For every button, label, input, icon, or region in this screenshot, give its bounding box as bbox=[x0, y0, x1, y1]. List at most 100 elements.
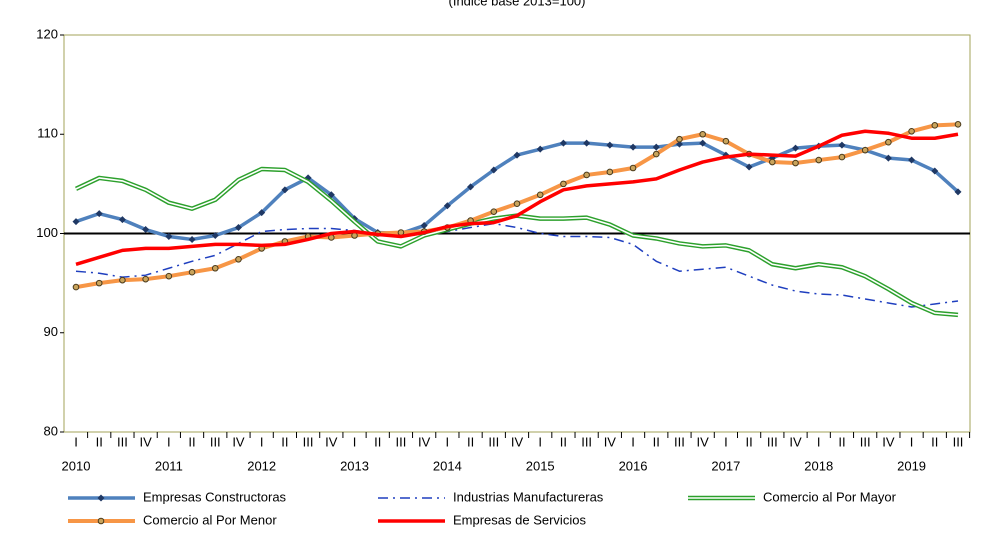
y-tick-label: 80 bbox=[44, 423, 58, 438]
year-label: 2012 bbox=[247, 458, 276, 473]
series-marker bbox=[583, 139, 591, 147]
series-marker bbox=[652, 143, 660, 151]
year-label: 2010 bbox=[62, 458, 91, 473]
x-tick-label: I bbox=[724, 434, 728, 449]
y-tick-label: 100 bbox=[36, 225, 58, 240]
series-marker bbox=[931, 167, 939, 175]
x-tick-label: IV bbox=[511, 434, 524, 449]
series-marker bbox=[72, 218, 80, 226]
legend-marker bbox=[97, 517, 105, 525]
series-marker bbox=[281, 186, 289, 194]
series-marker bbox=[583, 171, 590, 179]
series-marker bbox=[606, 141, 614, 149]
series-marker bbox=[606, 168, 614, 176]
y-tick-label: 90 bbox=[44, 324, 58, 339]
series-marker bbox=[188, 268, 196, 276]
series-marker bbox=[559, 139, 567, 147]
x-tick-label: II bbox=[374, 434, 381, 449]
series-marker bbox=[119, 276, 126, 284]
series-marker bbox=[490, 166, 498, 174]
x-tick-label: II bbox=[653, 434, 660, 449]
y-tick-label: 120 bbox=[36, 26, 58, 41]
year-label: 2014 bbox=[433, 458, 462, 473]
series-marker bbox=[165, 232, 173, 240]
x-tick-label: I bbox=[910, 434, 914, 449]
legend-label: Empresas de Servicios bbox=[453, 512, 586, 527]
chart-subtitle: (Índice base 2013=100) bbox=[449, 0, 586, 8]
series-marker bbox=[815, 156, 823, 164]
series-marker bbox=[235, 256, 242, 263]
x-tick-label: I bbox=[260, 434, 264, 449]
series-marker bbox=[769, 158, 776, 166]
legend-label: Comercio al Por Mayor bbox=[763, 489, 897, 504]
x-tick-label: III bbox=[303, 434, 314, 449]
series-line-inner bbox=[75, 168, 959, 316]
series-marker bbox=[699, 130, 706, 138]
series-marker bbox=[954, 121, 962, 128]
series-marker bbox=[699, 139, 707, 147]
year-label: 2015 bbox=[526, 458, 555, 473]
series-marker bbox=[95, 279, 103, 287]
x-tick-label: III bbox=[674, 434, 685, 449]
series-marker bbox=[188, 235, 196, 243]
x-tick-label: II bbox=[96, 434, 103, 449]
y-tick-label: 110 bbox=[37, 126, 58, 141]
x-tick-label: III bbox=[117, 434, 128, 449]
series-marker bbox=[676, 135, 683, 143]
series-marker bbox=[142, 226, 150, 234]
legend-label: Industrias Manufactureras bbox=[453, 489, 604, 504]
x-tick-label: III bbox=[953, 434, 964, 449]
series-marker bbox=[838, 153, 846, 161]
series-marker bbox=[536, 145, 544, 153]
series-marker bbox=[536, 191, 544, 199]
x-tick-label: I bbox=[167, 434, 171, 449]
x-tick-label: II bbox=[838, 434, 845, 449]
x-tick-label: IV bbox=[697, 434, 710, 449]
series-marker bbox=[908, 156, 916, 164]
series-marker bbox=[745, 163, 753, 171]
year-label: 2011 bbox=[155, 458, 183, 473]
series-marker bbox=[885, 138, 892, 146]
x-tick-label: III bbox=[860, 434, 871, 449]
series-marker bbox=[884, 154, 892, 162]
x-tick-label: IV bbox=[232, 434, 245, 449]
x-tick-label: II bbox=[188, 434, 195, 449]
series-marker bbox=[629, 164, 637, 172]
x-tick-label: IV bbox=[325, 434, 338, 449]
series-marker bbox=[95, 210, 103, 218]
year-label: 2017 bbox=[711, 458, 740, 473]
x-tick-label: III bbox=[488, 434, 499, 449]
series-marker bbox=[142, 275, 149, 283]
series-marker bbox=[629, 143, 637, 151]
year-label: 2019 bbox=[897, 458, 926, 473]
year-label: 2016 bbox=[619, 458, 648, 473]
legend-marker bbox=[97, 494, 105, 502]
legend-label: Empresas Constructoras bbox=[143, 489, 287, 504]
series-marker bbox=[443, 202, 451, 210]
x-tick-label: II bbox=[745, 434, 752, 449]
series-marker bbox=[931, 122, 939, 129]
x-tick-label: I bbox=[817, 434, 821, 449]
series-marker bbox=[513, 200, 521, 208]
series-marker bbox=[560, 180, 567, 188]
series-marker bbox=[165, 272, 173, 280]
series-marker bbox=[258, 209, 266, 217]
x-tick-label: III bbox=[767, 434, 778, 449]
x-tick-label: II bbox=[931, 434, 938, 449]
series-marker bbox=[211, 264, 219, 272]
year-label: 2018 bbox=[804, 458, 833, 473]
x-tick-label: I bbox=[74, 434, 78, 449]
series-marker bbox=[861, 146, 869, 154]
series-marker bbox=[838, 141, 846, 149]
x-tick-label: I bbox=[631, 434, 635, 449]
x-tick-label: II bbox=[281, 434, 288, 449]
series-marker bbox=[792, 159, 799, 167]
series-marker bbox=[420, 222, 428, 230]
series-marker bbox=[72, 283, 80, 291]
series-marker bbox=[652, 150, 660, 158]
x-tick-label: IV bbox=[418, 434, 431, 449]
x-tick-label: IV bbox=[139, 434, 152, 449]
legend-label: Comercio al Por Menor bbox=[143, 512, 277, 527]
x-tick-label: III bbox=[210, 434, 221, 449]
series-marker bbox=[118, 216, 126, 224]
